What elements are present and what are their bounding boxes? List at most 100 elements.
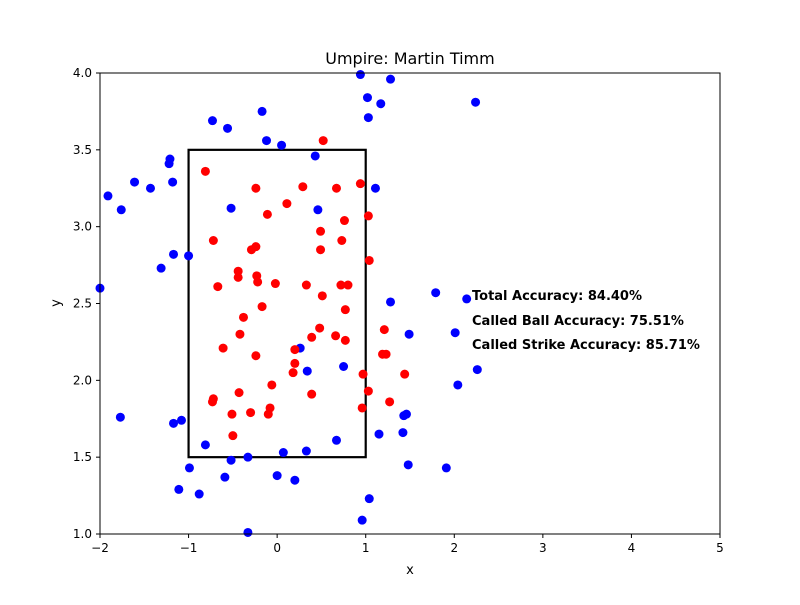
red-data-point (227, 409, 237, 419)
red-data-point (267, 380, 277, 390)
blue-data-point (310, 151, 320, 161)
blue-data-point (290, 475, 300, 485)
red-data-point (331, 183, 341, 193)
red-data-point (363, 211, 373, 221)
x-tick-label: 5 (716, 541, 724, 555)
blue-data-point (223, 123, 233, 133)
red-data-point (331, 331, 341, 341)
x-axis-label: x (406, 563, 414, 578)
blue-data-point (386, 74, 396, 84)
x-tick-label: 0 (273, 541, 281, 555)
y-axis-label: y (49, 299, 64, 307)
blue-data-point (184, 251, 194, 261)
red-data-point (233, 272, 243, 282)
blue-data-point (115, 412, 125, 422)
blue-data-point (355, 70, 365, 80)
red-data-point (234, 388, 244, 398)
blue-data-point (450, 328, 460, 338)
red-data-point (253, 277, 263, 287)
red-data-point (228, 431, 238, 441)
blue-data-point (472, 365, 482, 375)
red-data-point (207, 397, 217, 407)
blue-data-point (398, 428, 408, 438)
blue-data-point (243, 452, 253, 462)
blue-data-point (374, 429, 384, 439)
y-tick-label: 4.0 (73, 66, 92, 80)
blue-data-point (370, 183, 380, 193)
red-data-point (218, 343, 228, 353)
x-tick-label: 1 (362, 541, 370, 555)
x-tick-label: 2 (450, 541, 458, 555)
red-data-point (343, 280, 353, 290)
y-tick-label: 1.0 (73, 527, 92, 541)
red-data-point (282, 199, 292, 209)
y-tick-label: 2.0 (73, 373, 92, 387)
blue-data-point (156, 263, 166, 273)
red-data-point (339, 216, 349, 226)
red-data-point (263, 409, 273, 419)
red-data-point (400, 369, 410, 379)
x-tick-label: 4 (628, 541, 636, 555)
blue-data-point (243, 527, 253, 537)
red-data-point (315, 323, 325, 333)
blue-data-point (404, 329, 414, 339)
total-accuracy-annotation: Total Accuracy: 84.40% (472, 289, 642, 304)
red-data-point (358, 369, 368, 379)
blue-data-point (302, 366, 312, 376)
y-tick-label: 3.0 (73, 220, 92, 234)
red-data-point (238, 312, 248, 322)
red-data-point (385, 397, 395, 407)
blue-data-point (441, 463, 451, 473)
blue-data-point (277, 140, 287, 150)
red-data-point (235, 329, 245, 339)
blue-data-point (103, 191, 113, 201)
red-data-point (298, 182, 308, 192)
red-data-point (379, 325, 389, 335)
red-data-point (213, 282, 223, 292)
red-data-point (301, 280, 311, 290)
blue-data-point (376, 99, 386, 109)
blue-data-point (357, 515, 367, 525)
strike-zone-layer (187, 148, 367, 459)
red-data-point (262, 209, 272, 219)
red-data-point (290, 358, 300, 368)
points-layer (95, 70, 482, 537)
blue-data-point (471, 97, 481, 107)
y-tick-label: 2.5 (73, 297, 92, 311)
called-ball-accuracy-annotation: Called Ball Accuracy: 75.51% (472, 314, 684, 329)
red-data-point (208, 235, 218, 245)
x-tick-label: −2 (91, 541, 109, 555)
blue-data-point (200, 440, 210, 450)
red-data-point (290, 345, 300, 355)
blue-data-point (262, 136, 272, 146)
blue-data-point (331, 435, 341, 445)
blue-data-point (168, 177, 178, 187)
red-data-point (337, 235, 347, 245)
red-data-point (251, 351, 261, 361)
blue-data-point (431, 288, 441, 298)
blue-data-point (176, 415, 186, 425)
blue-data-point (462, 294, 472, 304)
blue-data-point (226, 455, 236, 465)
blue-data-point (184, 463, 194, 473)
red-data-point (200, 166, 210, 176)
red-data-point (318, 136, 328, 146)
blue-data-point (364, 494, 374, 504)
blue-data-point (116, 205, 126, 215)
y-tick-label: 3.5 (73, 143, 92, 157)
blue-data-point (226, 203, 236, 213)
blue-data-point (169, 418, 179, 428)
y-axis: 1.0 1.5 2.0 2.5 3.0 3.5 4.0 (73, 66, 100, 541)
blue-data-point (363, 113, 373, 123)
red-data-point (316, 226, 326, 236)
blue-data-point (169, 249, 179, 259)
red-data-point (363, 386, 373, 396)
red-data-point (246, 408, 256, 418)
red-data-point (340, 335, 350, 345)
blue-data-point (401, 409, 411, 419)
red-data-point (317, 291, 327, 301)
red-data-point (364, 255, 374, 265)
chart-title: Umpire: Martin Timm (325, 49, 494, 68)
